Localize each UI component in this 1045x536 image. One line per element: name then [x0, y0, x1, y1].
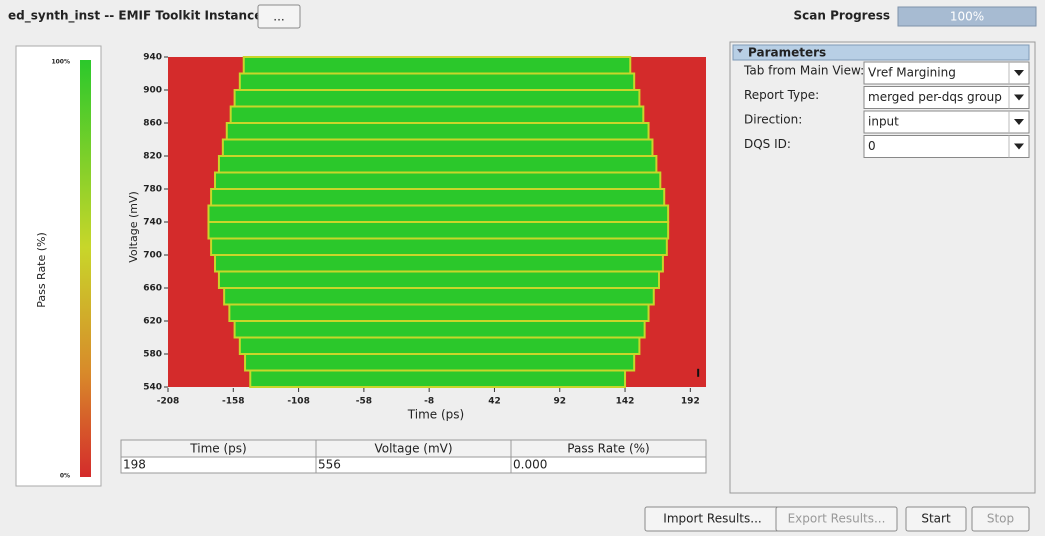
dropdown-arrow: [1014, 143, 1024, 150]
pass-row: [214, 171, 662, 190]
y-tick-label: 780: [143, 185, 162, 195]
legend-max: 100%: [51, 59, 70, 66]
pass-row: [207, 221, 670, 240]
parameters-header[interactable]: [732, 44, 1030, 61]
parameters-title: Parameters: [748, 46, 826, 60]
pass-row: [207, 204, 670, 223]
column-header-label: Voltage (mV): [374, 442, 452, 456]
y-tick-label: 620: [143, 317, 162, 327]
x-tick-label: -158: [222, 397, 245, 407]
options-button[interactable]: ...: [257, 4, 301, 29]
result-table: Time (ps) Voltage (mV) Pass Rate (%) 198 556…: [120, 439, 707, 474]
pass-row: [233, 89, 641, 108]
dropdown-value: input: [868, 115, 899, 129]
x-tick-label: 142: [616, 397, 635, 407]
pass-row: [210, 237, 668, 256]
x-tick-label: -208: [157, 397, 180, 407]
field-label: DQS ID:: [744, 137, 791, 151]
legend-gradient: [80, 60, 91, 477]
x-axis-label: Time (ps): [407, 408, 464, 422]
pass-row: [214, 254, 664, 273]
table-cell: [315, 456, 512, 474]
progress-label: Scan Progress: [794, 9, 890, 23]
button[interactable]: [905, 506, 967, 532]
x-tick-label: 192: [681, 397, 700, 407]
y-tick-label: 940: [143, 53, 162, 63]
column-header-label: Pass Rate (%): [567, 442, 649, 456]
button: [971, 506, 1030, 532]
pass-row: [242, 56, 632, 75]
field-label: Tab from Main View:: [743, 64, 864, 78]
button: [775, 506, 898, 532]
dropdown[interactable]: [863, 61, 1030, 85]
table-cell: [510, 456, 707, 474]
y-tick-label: 660: [143, 284, 162, 294]
dropdown[interactable]: [863, 110, 1030, 134]
legend-title: Pass Rate (%): [35, 232, 48, 308]
y-tick-label: 580: [143, 350, 162, 360]
field-label: Direction:: [744, 113, 802, 127]
dropdown-value: merged per-dqs group: [868, 90, 1002, 104]
pass-row: [223, 287, 655, 306]
button-label: Start: [921, 512, 951, 526]
pass-row: [229, 105, 645, 124]
pass-row: [228, 303, 650, 322]
selected-point: [697, 368, 700, 377]
pass-row: [221, 138, 654, 157]
button-label: Export Results...: [788, 512, 886, 526]
column-header-label: Time (ps): [189, 442, 246, 456]
y-tick-label: 860: [143, 119, 162, 129]
y-tick-label: 700: [143, 251, 162, 261]
x-tick-label: -58: [356, 397, 372, 407]
button-bar: Import Results... Export Results... Start S…: [644, 506, 1030, 532]
pass-row: [217, 270, 660, 289]
field-label: Report Type:: [744, 88, 819, 102]
dropdown-arrow: [1014, 94, 1024, 101]
pass-row: [238, 72, 636, 91]
pass-row: [217, 155, 658, 174]
button-label: ...: [273, 10, 284, 24]
y-tick-label: 820: [143, 152, 162, 162]
dropdown[interactable]: [863, 135, 1030, 158]
x-tick-label: -108: [287, 397, 310, 407]
dropdown-arrow: [1014, 70, 1024, 76]
x-tick-label: 42: [488, 397, 501, 407]
y-axis-label: Voltage (mV): [127, 191, 140, 263]
button-label: Stop: [987, 512, 1014, 526]
pass-row: [244, 353, 636, 372]
y-tick-label: 740: [143, 218, 162, 228]
pass-row: [210, 188, 666, 207]
y-tick-label: 900: [143, 86, 162, 96]
dropdown[interactable]: [863, 86, 1030, 109]
button-label: Import Results...: [663, 512, 761, 526]
pass-row: [238, 336, 641, 355]
dropdown-value: Vref Margining: [868, 66, 956, 80]
collapse-icon: [737, 49, 743, 53]
button-frame: [257, 4, 301, 29]
table-cell: [120, 456, 317, 474]
progress-bar: [897, 6, 1037, 27]
dropdown-value: 0: [868, 139, 876, 153]
dropdown-arrow: [1014, 119, 1024, 125]
pass-row: [225, 122, 650, 141]
pass-row: [233, 320, 646, 339]
x-tick-label: -8: [424, 397, 434, 407]
parameter-fields: Tab from Main View: Vref Margining Report …: [743, 61, 1030, 158]
x-tick-label: 92: [553, 397, 566, 407]
parameters-panel: [729, 41, 1036, 494]
legend-min: 0%: [60, 473, 70, 480]
cell-value: 198: [123, 458, 146, 472]
window-title: ed_synth_inst -- EMIF Toolkit Instance: [8, 9, 262, 24]
cell-value: 0.000: [513, 458, 547, 472]
cell-value: 556: [318, 458, 341, 472]
heatmap: -208 -158 -108 -58 -8 42 92 142 192 540 580 620 660 7…: [143, 53, 706, 407]
pass-row: [249, 369, 627, 388]
progress-value: 100%: [950, 10, 984, 24]
y-tick-label: 540: [143, 383, 162, 393]
